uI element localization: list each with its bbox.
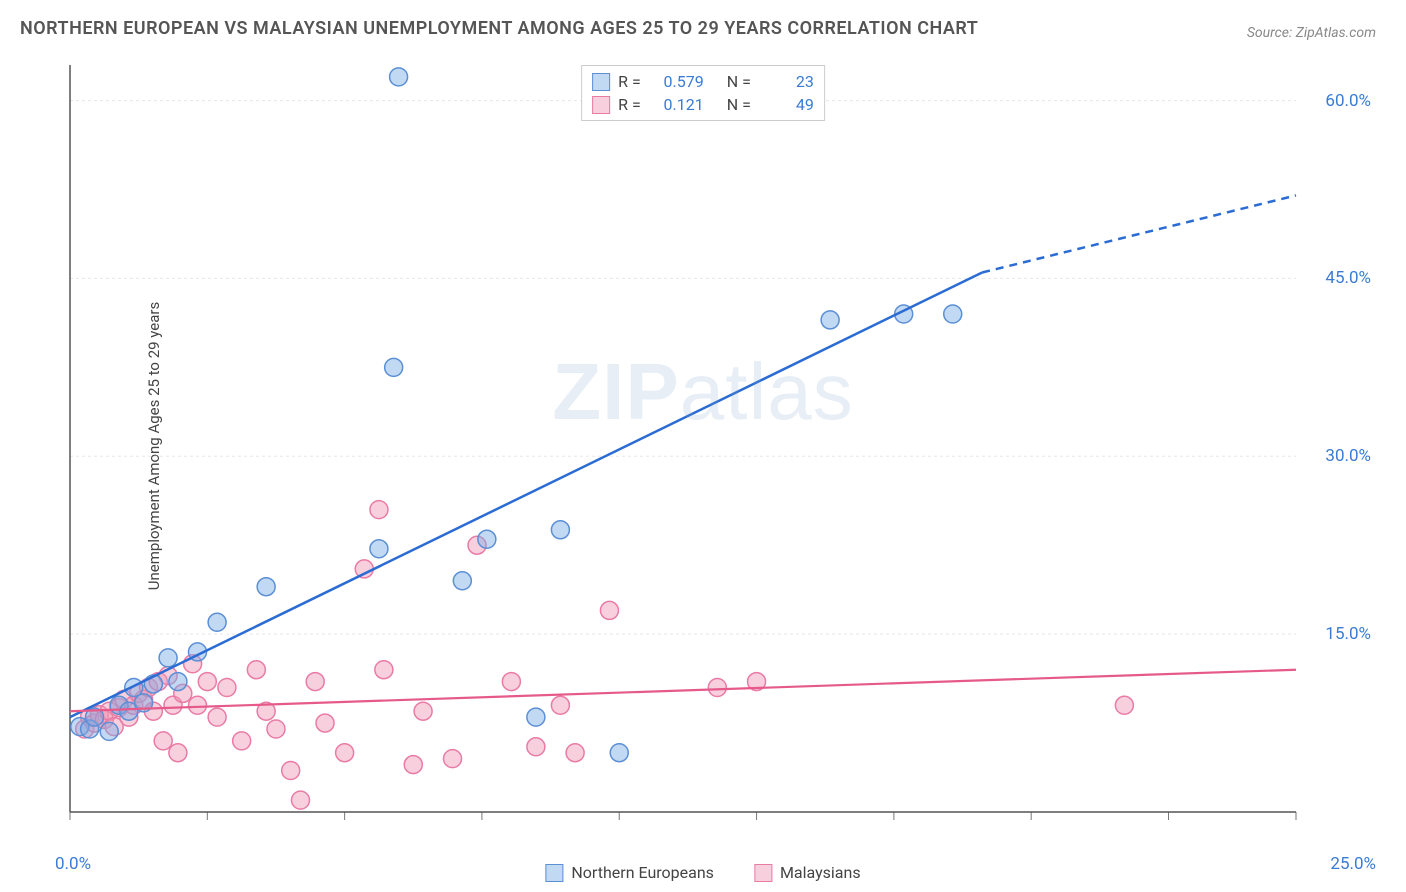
series-name-malaysian: Malaysians <box>780 863 861 882</box>
correlation-legend: R = 0.579 N = 23 R = 0.121 N = 49 <box>581 65 825 121</box>
legend-item-malaysian: Malaysians <box>754 863 861 882</box>
n-label: N = <box>727 72 751 91</box>
swatch-northern <box>545 864 563 882</box>
y-tick-label: 30.0% <box>1325 446 1371 466</box>
r-value-malaysian: 0.121 <box>649 95 704 114</box>
x-label-max: 25.0% <box>1330 854 1376 874</box>
chart-title: NORTHERN EUROPEAN VS MALAYSIAN UNEMPLOYM… <box>20 18 978 39</box>
n-value-malaysian: 49 <box>759 95 814 114</box>
plot-area <box>60 60 1376 842</box>
r-label: R = <box>618 72 641 91</box>
y-tick-label: 45.0% <box>1325 268 1371 288</box>
swatch-northern <box>592 73 610 91</box>
swatch-malaysian <box>754 864 772 882</box>
legend-row-malaysian: R = 0.121 N = 49 <box>592 93 814 116</box>
y-tick-label: 60.0% <box>1325 91 1371 111</box>
n-label: N = <box>727 95 751 114</box>
legend-item-northern: Northern Europeans <box>545 863 714 882</box>
source-label: Source: ZipAtlas.com <box>1247 25 1376 41</box>
r-label: R = <box>618 95 641 114</box>
r-value-northern: 0.579 <box>649 72 704 91</box>
swatch-malaysian <box>592 96 610 114</box>
series-legend: Northern Europeans Malaysians <box>545 863 860 882</box>
scatter-svg <box>60 60 1376 842</box>
x-label-min: 0.0% <box>55 854 91 874</box>
y-tick-label: 15.0% <box>1325 624 1371 644</box>
n-value-northern: 23 <box>759 72 814 91</box>
legend-row-northern: R = 0.579 N = 23 <box>592 70 814 93</box>
series-name-northern: Northern Europeans <box>571 863 714 882</box>
